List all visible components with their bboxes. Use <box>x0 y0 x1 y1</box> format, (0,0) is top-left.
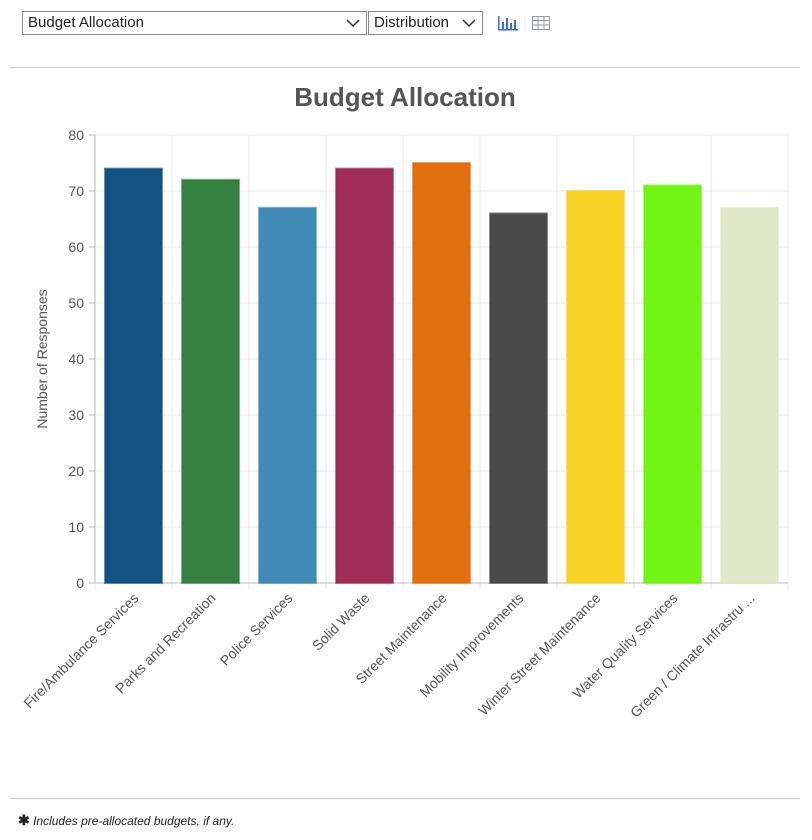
y-tick-label: 40 <box>68 351 84 367</box>
x-tick-label: Police Services <box>217 590 296 669</box>
view-select-text: Distribution <box>374 14 450 31</box>
y-tick-label: 50 <box>68 295 84 311</box>
separator <box>10 798 800 799</box>
y-tick-label: 0 <box>76 575 84 591</box>
x-tick-label: Winter Street Maintenance <box>475 590 604 719</box>
chart-select[interactable]: Budget Allocation <box>22 11 367 35</box>
y-tick-label: 70 <box>68 183 84 199</box>
chevron <box>346 19 360 28</box>
footnote-row: ✱ Includes pre-allocated budgets, if any… <box>18 812 234 829</box>
y-tick-label: 60 <box>68 239 84 255</box>
chevron <box>462 19 476 28</box>
bar <box>566 190 625 584</box>
y-tick-label: 20 <box>68 463 84 479</box>
x-tick-label: Green / Climate Infrastru ... <box>627 590 758 721</box>
x-tick-label: Solid Waste <box>309 590 373 654</box>
view-select[interactable]: Distribution <box>368 11 483 35</box>
separator <box>10 67 800 68</box>
y-tick-label: 80 <box>68 127 84 143</box>
bar <box>643 184 702 585</box>
y-tick-label: 10 <box>68 519 84 535</box>
bar <box>335 167 394 584</box>
bar <box>181 178 240 585</box>
bar <box>258 206 317 585</box>
chart-select-text: Budget Allocation <box>28 14 144 31</box>
footnote: Includes pre-allocated budgets, if any. <box>33 814 235 828</box>
bar <box>412 162 471 584</box>
chart: Budget Allocation Number of Responses 0 1… <box>20 82 789 721</box>
y-tick-label: 30 <box>68 407 84 423</box>
asterisk-icon: ✱ <box>18 812 30 828</box>
bar <box>489 212 548 584</box>
bar <box>720 206 779 585</box>
bar <box>104 167 163 584</box>
table-view-button[interactable] <box>531 15 551 31</box>
y-axis-label: Number of Responses <box>34 289 50 428</box>
chart-title: Budget Allocation <box>294 82 515 112</box>
chart-view-button[interactable] <box>497 14 519 32</box>
